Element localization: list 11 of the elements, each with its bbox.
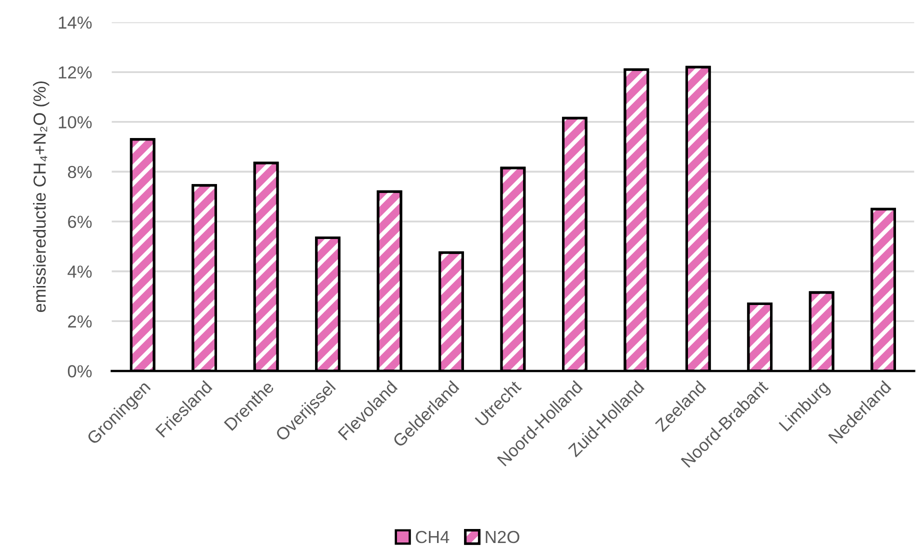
- legend-label: N2O: [486, 530, 520, 544]
- y-tick-label: 6%: [68, 216, 92, 228]
- y-axis-title: emissiereductie CH₄+N₂O (%): [33, 82, 50, 312]
- y-tick-label: 14%: [58, 16, 92, 29]
- y-tick-label: 12%: [58, 66, 92, 78]
- y-tick-label: 8%: [68, 166, 92, 178]
- y-tick-label: 0%: [68, 365, 92, 378]
- y-tick-label: 4%: [68, 266, 92, 278]
- legend-label: CH4: [416, 530, 450, 544]
- y-tick-label: 2%: [68, 315, 92, 328]
- y-tick-label: 10%: [58, 116, 92, 128]
